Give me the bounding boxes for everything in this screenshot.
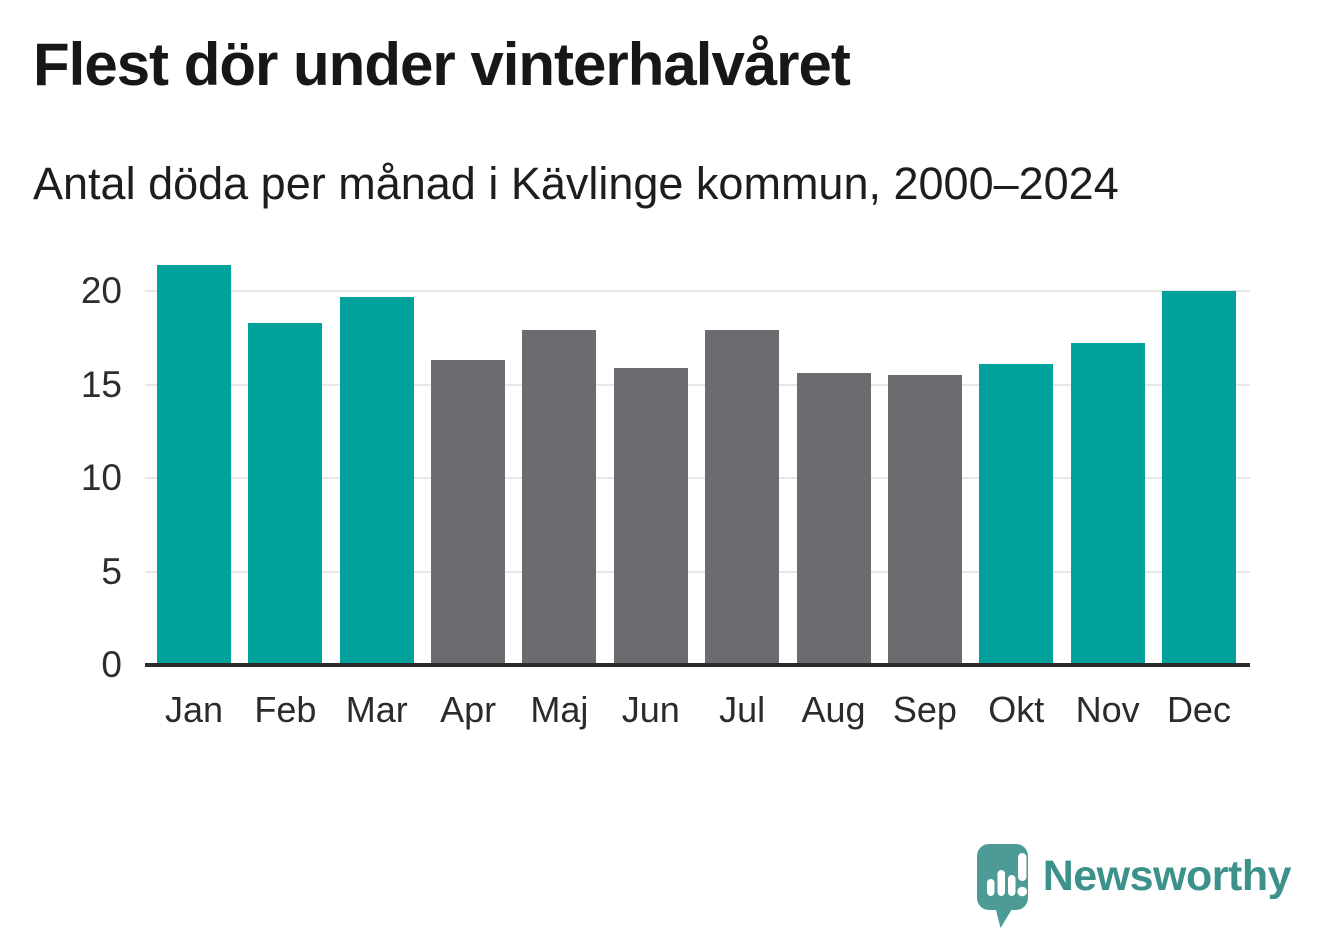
x-tick-label-mar: Mar — [345, 689, 408, 730]
bar-okt — [979, 364, 1054, 665]
gridline-5 — [145, 570, 1250, 573]
x-tick-label-okt: Okt — [988, 689, 1045, 730]
x-tick-label-jun: Jun — [621, 689, 680, 730]
x-tick-label-maj: Maj — [530, 689, 589, 730]
x-axis-labels: Jan Feb Mar Apr Maj Jun Jul Aug Sep Okt Nov Dec — [145, 689, 1250, 731]
x-tick-label-aug: Aug — [801, 689, 866, 730]
bars-row — [145, 255, 1250, 665]
y-tick-label-20: 20 — [80, 270, 122, 312]
bar-jul — [705, 330, 780, 665]
newsworthy-brand-name: Newsworthy — [1042, 852, 1292, 900]
y-axis-labels: 0 5 10 15 20 — [60, 255, 122, 685]
x-axis-line — [145, 663, 1250, 667]
x-tick-label-jan: Jan — [164, 689, 224, 730]
x-tick-label-sep: Sep — [892, 689, 957, 730]
bar-maj — [522, 330, 597, 665]
x-tick-label-apr: Apr — [440, 689, 497, 730]
bar-dec — [1161, 291, 1236, 665]
newsworthy-speech-bubble-barchart-icon — [976, 844, 1028, 928]
bar-feb — [248, 322, 323, 665]
gridline-10 — [145, 477, 1250, 480]
newsworthy-brand: Newsworthy — [976, 843, 1292, 929]
bar-nov — [1070, 343, 1145, 665]
bar-jan — [157, 264, 231, 665]
bar-jun — [613, 367, 688, 665]
y-tick-label-15: 15 — [80, 363, 122, 405]
gridline-15 — [145, 383, 1250, 386]
bar-sep — [887, 375, 962, 665]
x-tick-label-dec: Dec — [1166, 689, 1231, 730]
chart-subtitle: Antal döda per månad i Kävlinge kommun, … — [33, 158, 1119, 209]
gridline-20 — [145, 290, 1250, 293]
x-tick-label-jul: Jul — [719, 689, 766, 730]
chart-title: Flest dör under vinterhalvåret — [33, 31, 851, 98]
y-tick-label-0: 0 — [101, 644, 122, 685]
y-tick-label-10: 10 — [80, 457, 122, 499]
bar-apr — [431, 360, 506, 665]
plot-area: 0 5 10 15 20 Jan Feb Mar Apr Maj Jun Jul Aug Sep Okt N… — [81, 255, 1250, 730]
x-tick-label-nov: Nov — [1075, 689, 1140, 730]
bar-mar — [339, 296, 414, 665]
bar-aug — [796, 373, 871, 665]
x-tick-label-feb: Feb — [254, 689, 317, 730]
y-tick-label-5: 5 — [101, 550, 122, 592]
